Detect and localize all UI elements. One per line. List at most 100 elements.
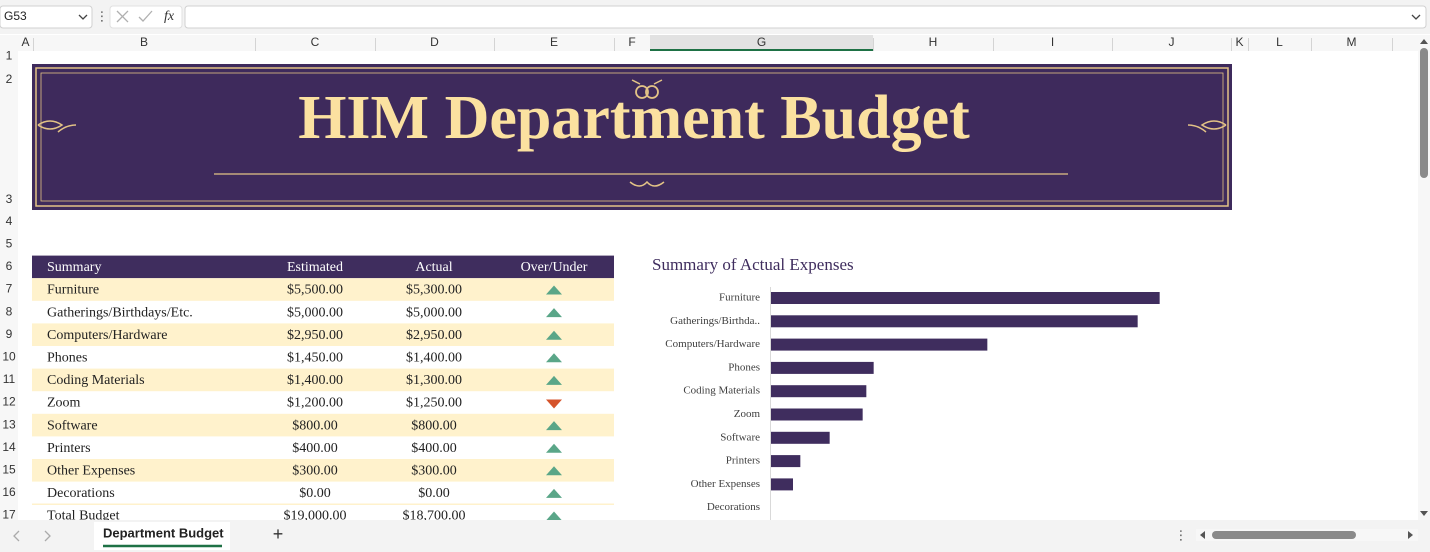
over-under-down-icon <box>546 399 562 409</box>
bar <box>771 385 867 398</box>
row-header: 9 <box>6 327 13 341</box>
banner: HIM Department Budget <box>32 64 1232 210</box>
add-sheet-button[interactable]: + <box>273 524 284 544</box>
formula-input[interactable] <box>184 5 1427 29</box>
y-tick-label: Decorations <box>707 501 760 513</box>
table-header-cell: Estimated <box>287 260 343 275</box>
banner-inner-border <box>40 72 1224 202</box>
table-cell: $5,000.00 <box>287 305 343 320</box>
table-cell: $400.00 <box>292 441 338 456</box>
table-cell: $5,000.00 <box>406 305 462 320</box>
table-cell: Furniture <box>47 283 99 298</box>
column-header: K <box>1235 35 1243 49</box>
y-tick-label: Coding Materials <box>683 385 760 397</box>
row-header: 10 <box>2 349 16 363</box>
row-header: 8 <box>6 304 13 318</box>
y-tick-label: Other Expenses <box>691 478 760 490</box>
table-cell: Printers <box>47 441 91 456</box>
function-icon[interactable]: fx <box>164 9 175 24</box>
banner-title: HIM Department Budget <box>298 84 970 152</box>
row-header: 6 <box>6 259 13 273</box>
table-cell: $300.00 <box>411 464 457 479</box>
table-cell: Phones <box>47 351 87 366</box>
table-cell: $1,300.00 <box>406 373 462 388</box>
table-header-cell: Over/Under <box>521 260 588 275</box>
horizontal-scroll-thumb[interactable] <box>1212 531 1356 539</box>
table-cell: Software <box>47 418 98 433</box>
table-cell: $1,450.00 <box>287 351 343 366</box>
expense-chart: Summary of Actual Expenses Furniture Gath… <box>652 255 1160 520</box>
more-icon[interactable]: ⋮ <box>96 8 109 23</box>
over-under-up-icon <box>546 308 562 318</box>
y-tick-label: Printers <box>726 455 760 467</box>
over-under-up-icon <box>546 375 562 385</box>
bar <box>771 292 1160 304</box>
row-header: 14 <box>2 440 16 454</box>
table-header-cell: Summary <box>47 260 101 275</box>
expand-icon[interactable] <box>1411 14 1421 20</box>
table-cell: Total Budget <box>47 509 120 524</box>
banner-ornament <box>629 180 665 187</box>
bar <box>771 361 874 374</box>
y-tick-label: Phones <box>728 361 760 373</box>
y-tick-label: Zoom <box>734 408 761 420</box>
row-header: 5 <box>6 236 13 250</box>
name-box-text: G53 <box>4 9 27 23</box>
table-band <box>32 413 614 437</box>
row-header: 15 <box>2 462 16 476</box>
row-header: 12 <box>2 395 16 409</box>
tab-nav-arrows[interactable] <box>13 530 51 542</box>
table-header-cell: Actual <box>415 260 452 275</box>
over-under-up-icon <box>546 330 562 340</box>
column-header: C <box>311 35 320 49</box>
table-cell: Zoom <box>47 396 81 411</box>
cancel-icon[interactable] <box>116 10 129 23</box>
column-header: L <box>1276 35 1283 49</box>
table-cell: $5,300.00 <box>406 283 462 298</box>
sheet-tab-label: Department Budget <box>103 525 224 540</box>
table-cell: $0.00 <box>418 486 450 501</box>
table-cell: $300.00 <box>292 464 338 479</box>
table-cell: $2,950.00 <box>406 328 462 343</box>
banner-flourish <box>37 120 1227 133</box>
banner-ring <box>635 85 649 99</box>
enter-icon[interactable] <box>138 10 153 22</box>
bar <box>771 478 793 491</box>
row-header: 16 <box>2 485 16 499</box>
dropdown-icon[interactable] <box>78 14 88 20</box>
row-header: 3 <box>6 192 13 206</box>
table-cell: $2,950.00 <box>287 328 343 343</box>
sheet-tab-bar <box>0 520 1430 552</box>
y-tick-label: Software <box>720 431 760 443</box>
table-cell: $19,000.00 <box>284 509 347 524</box>
table-cell: $5,500.00 <box>287 283 343 298</box>
table-cell: $800.00 <box>292 418 338 433</box>
table-cell: Other Expenses <box>47 464 135 479</box>
y-tick-label: Furniture <box>719 292 760 304</box>
column-header: B <box>140 35 148 49</box>
bar <box>771 338 988 351</box>
table-cell: $1,400.00 <box>406 351 462 366</box>
row-header: 17 <box>2 507 16 521</box>
table-cell: $800.00 <box>411 418 457 433</box>
table-cell: Coding Materials <box>47 373 145 388</box>
y-tick-label: Gatherings/Birthda.. <box>670 315 760 327</box>
chart-title: Summary of Actual Expenses <box>652 255 854 274</box>
selected-column-header <box>650 35 873 51</box>
table-cell: Computers/Hardware <box>47 328 168 343</box>
row-header: 11 <box>3 372 16 386</box>
tab-more-icon[interactable]: ⋮ <box>1175 527 1188 542</box>
table-band <box>32 459 614 482</box>
name-box[interactable] <box>0 5 93 29</box>
table-band <box>32 278 614 301</box>
table-cell: Gatherings/Birthdays/Etc. <box>47 305 193 320</box>
table-cell: $1,200.00 <box>287 396 343 411</box>
over-under-up-icon <box>546 285 562 295</box>
column-header: A <box>21 35 29 49</box>
table-cell: $0.00 <box>299 486 331 501</box>
row-header: 2 <box>6 72 13 86</box>
bar <box>771 315 1138 328</box>
vertical-scroll-thumb[interactable] <box>1420 48 1428 178</box>
over-under-up-icon <box>546 488 562 498</box>
row-header: 13 <box>2 417 16 431</box>
